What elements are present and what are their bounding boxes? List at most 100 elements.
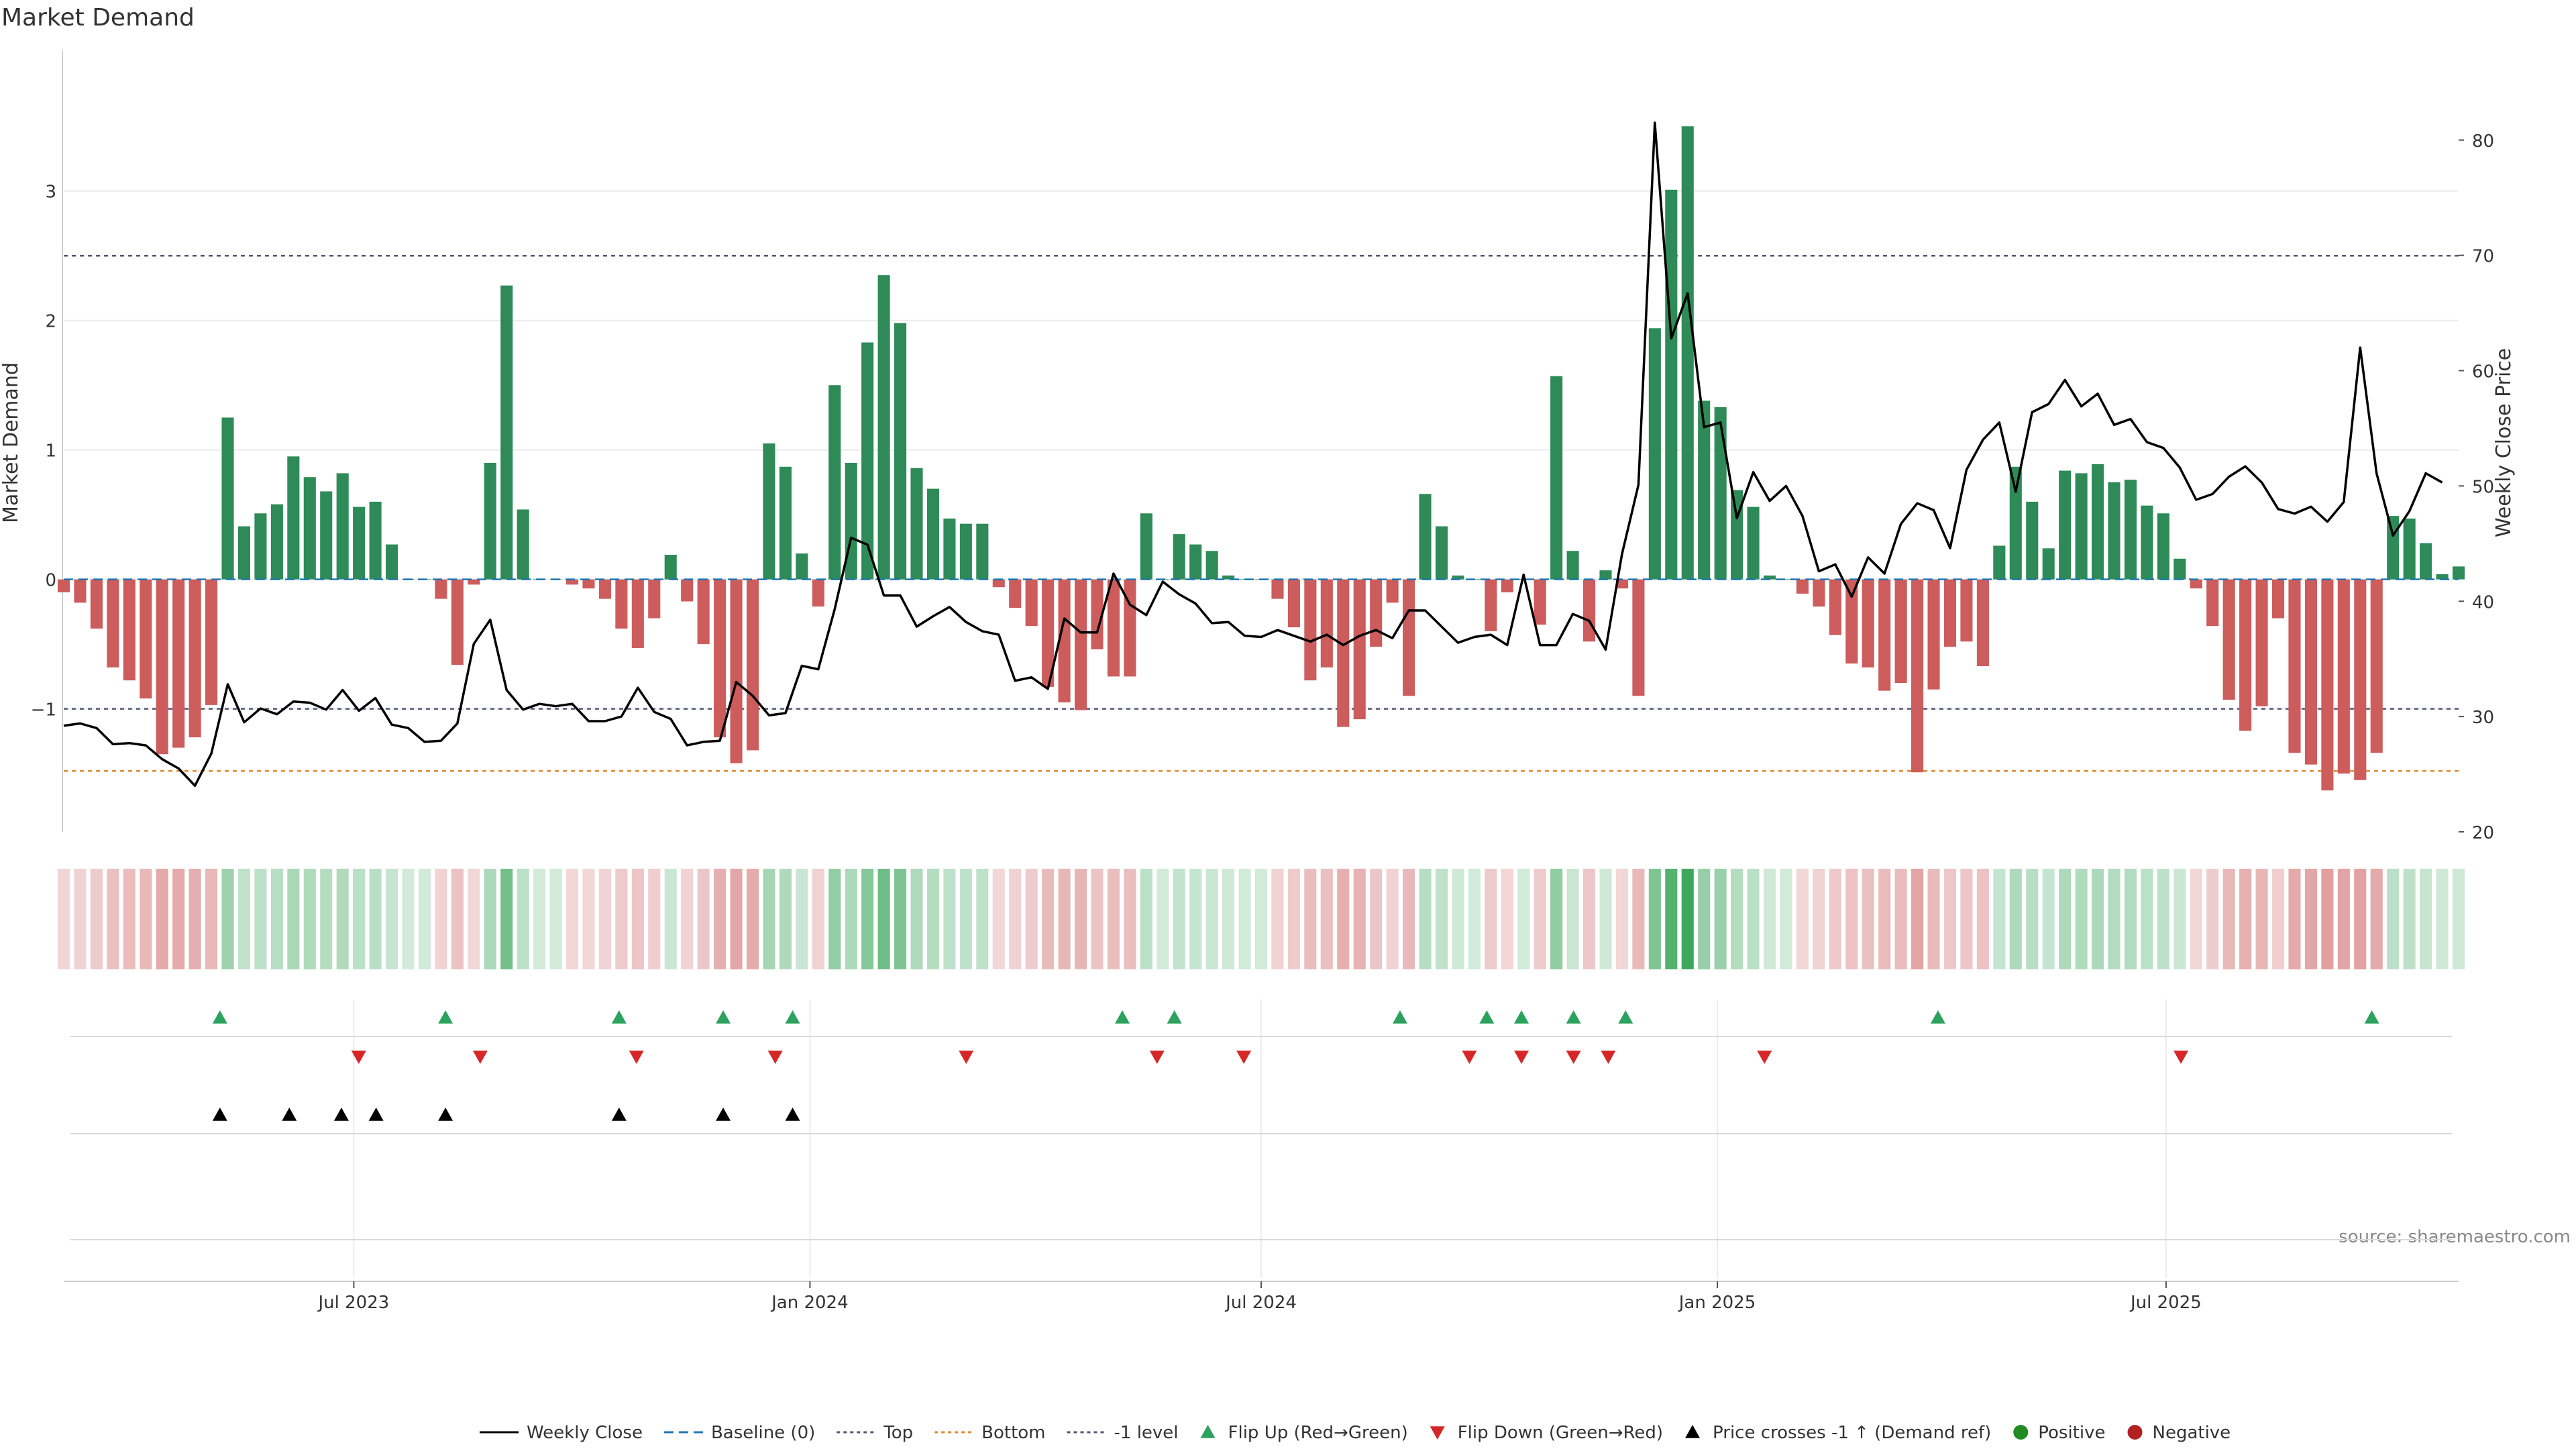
flip-up-marker: [2364, 1010, 2379, 1024]
demand-band-cell: [1485, 869, 1497, 969]
flip-down-marker: [629, 1051, 644, 1064]
demand-bar: [1124, 579, 1136, 677]
demand-bar: [598, 579, 611, 599]
demand-bar: [2141, 505, 2153, 580]
demand-bar: [2174, 558, 2186, 580]
demand-band-cell: [2124, 869, 2137, 969]
demand-bar: [2059, 470, 2072, 580]
demand-band-cell: [1845, 869, 1858, 969]
demand-band-cell: [1009, 869, 1022, 969]
demand-band-cell: [1976, 869, 1989, 969]
demand-band-cell: [926, 869, 940, 969]
demand-band-cell: [2288, 869, 2301, 969]
demand-bar: [1862, 579, 1874, 667]
demand-bar: [1582, 579, 1596, 642]
price-cross-marker: [785, 1108, 800, 1121]
demand-band-cell: [763, 869, 775, 969]
demand-bar: [1452, 575, 1464, 580]
demand-bar: [2436, 574, 2449, 580]
demand-band-cell: [1189, 869, 1202, 969]
demand-bar: [123, 579, 136, 681]
demand-bar: [1485, 579, 1497, 631]
demand-bar: [1009, 579, 1022, 608]
y-tick-label: 1: [45, 441, 56, 462]
demand-band-cell: [205, 869, 218, 969]
demand-band-cell: [1796, 869, 1809, 969]
demand-band-cell: [549, 869, 562, 969]
demand-bar: [1550, 376, 1563, 580]
x-tick-label: Jul 2024: [1224, 1293, 1297, 1313]
demand-band-cell: [1813, 869, 1825, 969]
demand-band-cell: [2157, 869, 2169, 969]
legend-swatch: [2127, 1425, 2143, 1440]
demand-bar: [1419, 494, 1432, 580]
legend-label: Positive: [2038, 1423, 2105, 1443]
legend-item: Flip Up (Red→Green): [1200, 1423, 1408, 1443]
flip-down-marker: [767, 1051, 783, 1064]
demand-bar: [861, 342, 874, 580]
demand-bar: [1632, 579, 1645, 696]
demand-bar: [648, 579, 661, 619]
legend: Weekly Close Baseline (0) Top Bottom -1 leve…: [480, 1423, 2231, 1443]
flip-down-marker: [351, 1051, 366, 1064]
demand-bar: [1058, 579, 1071, 703]
demand-bar: [681, 579, 694, 602]
demand-band-cell: [484, 869, 496, 969]
demand-band-cell: [648, 869, 661, 969]
demand-band-cell: [1173, 869, 1185, 969]
demand-bar: [943, 518, 956, 580]
demand-band-cell: [1550, 869, 1563, 969]
legend-item: Bottom: [934, 1423, 1046, 1443]
demand-band-cell: [402, 869, 415, 969]
demand-bar: [976, 523, 989, 580]
source-note: source: sharemaestro.com: [2339, 1227, 2571, 1247]
demand-band-cell: [517, 869, 529, 969]
demand-band-cell: [582, 869, 595, 969]
demand-bar: [1747, 506, 1760, 580]
x-tick-label: Jul 2025: [2129, 1293, 2202, 1313]
demand-bar: [303, 477, 316, 580]
demand-band-cell: [287, 869, 300, 969]
demand-band-cell: [172, 869, 185, 969]
legend-label: -1 level: [1114, 1423, 1179, 1443]
demand-band-cell: [500, 869, 513, 969]
demand-band-cell: [615, 869, 628, 969]
demand-bar: [140, 579, 152, 699]
demand-band-cell: [1763, 869, 1776, 969]
demand-bar: [2403, 518, 2416, 580]
demand-bar: [369, 501, 382, 580]
price-cross-marker: [611, 1108, 627, 1121]
flip-down-marker: [2174, 1051, 2189, 1064]
y-tick-label: 2: [45, 312, 56, 332]
demand-band-cell: [566, 869, 579, 969]
demand-bar: [2321, 579, 2334, 791]
demand-bar: [1845, 579, 1858, 664]
demand-bar: [2420, 543, 2432, 580]
demand-bar: [2009, 466, 2022, 580]
demand-band-cell: [2255, 869, 2268, 969]
demand-band-cell: [2337, 869, 2350, 969]
legend-item: Top: [837, 1423, 913, 1443]
demand-bar: [221, 417, 234, 580]
demand-band-cell: [1222, 869, 1235, 969]
demand-band-cell: [1632, 869, 1645, 969]
demand-bar: [926, 488, 940, 580]
demand-band-cell: [1337, 869, 1350, 969]
demand-band-cell: [828, 869, 841, 969]
demand-bar: [2124, 480, 2137, 580]
demand-bar: [517, 509, 529, 580]
demand-bar: [1927, 579, 1940, 690]
demand-bar: [746, 579, 759, 751]
demand-bar: [1960, 579, 1973, 642]
demand-bar: [1271, 579, 1284, 599]
y-tick-label-right: 70: [2472, 247, 2494, 267]
demand-bar: [1304, 579, 1317, 681]
demand-bar: [74, 579, 87, 603]
demand-band-cell: [2387, 869, 2400, 969]
x-tick-label: Jan 2025: [1678, 1293, 1756, 1313]
legend-label: Flip Up (Red→Green): [1228, 1423, 1408, 1443]
demand-band-cell: [877, 869, 890, 969]
demand-band-cell: [2075, 869, 2088, 969]
demand-band-cell: [1107, 869, 1120, 969]
demand-band-cell: [336, 869, 349, 969]
